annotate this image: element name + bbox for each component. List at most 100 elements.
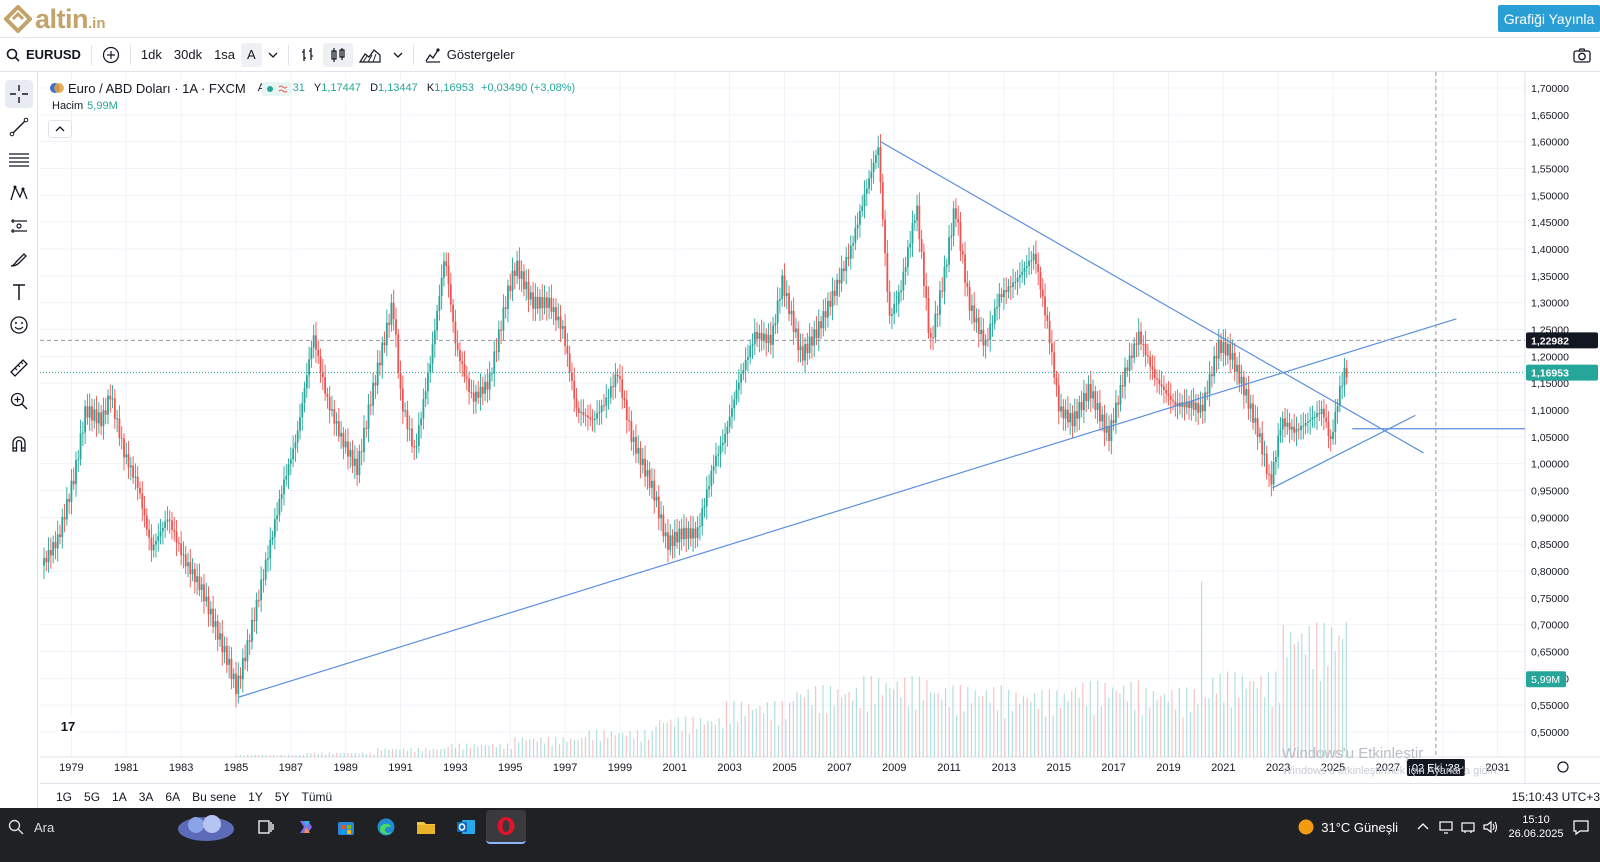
candle-body [264, 559, 267, 580]
candles-chart-type-button[interactable] [322, 42, 353, 67]
indicators-button[interactable]: Göstergeler [418, 38, 521, 71]
trendline-tool[interactable] [5, 113, 33, 141]
candle-body [532, 292, 534, 309]
volume-bar [466, 743, 468, 757]
chart-area[interactable]: 1,70000 1,65000 1,60000 1,55000 1,50000 1,450… [40, 72, 1600, 808]
volume-value: 5,99M [87, 100, 118, 112]
divider [412, 44, 414, 65]
bar-chart-type-button[interactable] [293, 38, 323, 71]
range-3m[interactable]: 3A [138, 789, 154, 804]
area-chart-type-button[interactable] [353, 38, 387, 71]
range-1m[interactable]: 1A [112, 789, 127, 804]
range-ytd[interactable]: Bu sene [192, 789, 237, 804]
x-tick-label: 2005 [772, 762, 796, 774]
range-6m[interactable]: 6A [165, 789, 181, 804]
volume-bar [395, 749, 397, 757]
crosshair-tool[interactable] [5, 80, 33, 108]
range-1y[interactable]: 1Y [248, 789, 263, 804]
taskbar-search[interactable]: Ara [0, 808, 240, 846]
candles-icon [331, 47, 345, 62]
outlook-button[interactable] [446, 810, 486, 844]
snapshot-button[interactable] [1566, 38, 1598, 71]
volume-bar [722, 728, 724, 757]
fib-tool[interactable] [5, 146, 33, 174]
volume-bar [1167, 702, 1169, 757]
store-button[interactable] [326, 810, 366, 844]
candle-body [191, 569, 194, 575]
candle-body [760, 332, 763, 341]
volume-bar [1327, 665, 1329, 757]
utc-clock[interactable]: 15:10:43 UTC+3 [1511, 789, 1600, 804]
candle-body [1215, 355, 1218, 359]
chart-type-dropdown[interactable] [387, 38, 409, 71]
network-icon[interactable] [1460, 819, 1476, 835]
volume-bar [844, 694, 846, 757]
candle-body [1128, 355, 1131, 371]
volume-bar [1241, 675, 1244, 757]
symbol-search[interactable]: EURUSD [0, 38, 87, 71]
volume-bar [577, 740, 579, 757]
candle-body [1098, 402, 1101, 422]
range-5y[interactable]: 5Y [274, 789, 290, 804]
candle-body [975, 317, 978, 323]
volume-bar [688, 733, 691, 757]
brush-tool[interactable] [5, 245, 33, 273]
volume-bar [603, 730, 605, 757]
candle-body [1306, 421, 1309, 423]
low-label: D [370, 82, 379, 94]
market-status[interactable] [262, 81, 295, 97]
candle-body [500, 329, 502, 331]
edge-button[interactable] [366, 810, 406, 844]
site-logo[interactable]: altin .in [4, 4, 106, 34]
candle-body [431, 344, 434, 364]
publish-chart-button[interactable]: Grafiği Yayınla [1498, 5, 1600, 32]
settings-gear-icon[interactable] [1557, 761, 1569, 773]
display-icon[interactable] [1438, 819, 1454, 835]
forecast-tool[interactable] [5, 212, 33, 240]
zoom-tool[interactable] [5, 387, 33, 415]
candle-body [952, 208, 955, 236]
candle-body [1003, 290, 1005, 298]
interval-1m[interactable]: 1dk [140, 47, 162, 62]
candle-body [641, 458, 644, 466]
collapse-legend-button[interactable] [48, 120, 72, 138]
text-tool[interactable] [5, 278, 33, 306]
interval-1h[interactable]: 1sa [214, 47, 236, 62]
candle-body [481, 386, 484, 394]
volume-bar [250, 755, 253, 757]
chevron-up-icon[interactable] [1416, 820, 1430, 834]
interval-30m[interactable]: 30dk [173, 47, 203, 62]
candle-body [315, 335, 317, 350]
candle-body [913, 220, 916, 223]
compare-button[interactable] [96, 38, 126, 71]
weather-widget[interactable]: 31°C Güneşli [1297, 818, 1398, 836]
volume-bar [484, 745, 486, 757]
task-view-button[interactable] [246, 810, 286, 844]
candle-body [966, 282, 969, 288]
range-all[interactable]: Tümü [301, 789, 333, 804]
range-1d[interactable]: 1G [56, 789, 73, 804]
candle-body [283, 479, 285, 495]
pattern-tool[interactable] [5, 179, 33, 207]
price-chart[interactable]: 1,70000 1,65000 1,60000 1,55000 1,50000 1,450… [40, 72, 1600, 783]
interval-1month[interactable]: A [241, 42, 262, 67]
magnet-tool[interactable] [5, 430, 33, 458]
range-5d[interactable]: 5G [84, 789, 101, 804]
interval-dropdown[interactable] [262, 38, 284, 71]
volume-bar [1226, 671, 1229, 757]
candle-body [751, 344, 754, 346]
taskbar-clock[interactable]: 15:10 26.06.2025 [1506, 813, 1566, 841]
volume-bar [1093, 714, 1095, 757]
candle-body [1078, 402, 1081, 419]
candle-body [360, 451, 363, 453]
legend-title[interactable]: Euro / ABD Doları · 1A · FXCM [68, 80, 246, 96]
explorer-button[interactable] [406, 810, 446, 844]
measure-tool[interactable] [5, 354, 33, 382]
notification-icon[interactable] [1572, 818, 1590, 836]
emoji-tool[interactable] [5, 311, 33, 339]
candle-body [1290, 426, 1293, 430]
candle-body [1334, 411, 1337, 433]
copilot-button[interactable] [286, 810, 326, 844]
volume-icon[interactable] [1482, 819, 1498, 835]
opera-button[interactable] [486, 810, 526, 844]
